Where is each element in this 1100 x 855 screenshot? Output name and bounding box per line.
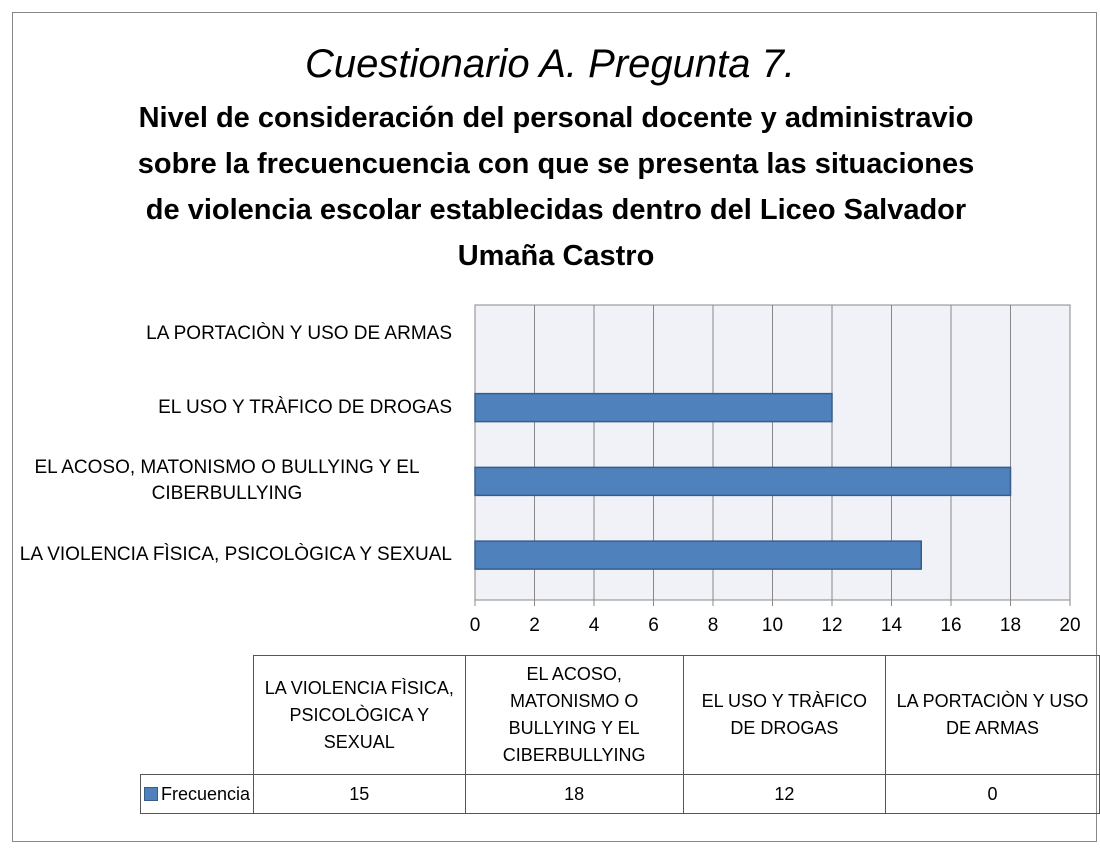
table-value-row: Frecuencia 15 18 12 0 [139, 774, 1100, 814]
x-tick-label: 16 [940, 615, 961, 636]
x-tick-label: 0 [470, 615, 481, 636]
table-header-cell: LA VIOLENCIA FÌSICA, PSICOLÒGICA Y SEXUA… [253, 655, 466, 775]
bar [474, 392, 833, 423]
x-tick-label: 20 [1059, 615, 1080, 636]
table-header-cell: EL ACOSO, MATONISMO O BULLYING Y EL CIBE… [464, 655, 684, 775]
x-tick-label: 18 [1000, 615, 1021, 636]
x-tick-label: 2 [529, 615, 540, 636]
x-tick-label: 12 [821, 615, 842, 636]
table-corner [140, 655, 255, 775]
legend-cell: Frecuencia [139, 774, 255, 814]
chart-frame [12, 12, 1097, 842]
x-tick-label: 4 [589, 615, 600, 636]
x-tick-label: 6 [648, 615, 659, 636]
table-header-cell: LA PORTACIÒN Y USO DE ARMAS [884, 655, 1100, 775]
x-tick-label: 14 [881, 615, 903, 636]
y-tick-label: EL USO Y TRÀFICO DE DROGAS [158, 396, 452, 418]
chart-title: Cuestionario A. Pregunta 7. [305, 42, 795, 86]
chart-subtitle: Nivel de consideración del personal doce… [137, 102, 975, 272]
table-header-cell: EL USO Y TRÀFICO DE DROGAS [682, 655, 886, 775]
y-tick-label: EL ACOSO, MATONISMO O BULLYING Y EL CIBE… [34, 457, 420, 505]
y-tick-label: LA PORTACIÒN Y USO DE ARMAS [146, 322, 452, 344]
legend-key [144, 786, 158, 801]
table-value-cell: 0 [884, 774, 1100, 814]
table-value-cell: 12 [682, 774, 886, 814]
x-tick-label: 10 [762, 615, 783, 636]
y-tick-label: LA VIOLENCIA FÌSICA, PSICOLÒGICA Y SEXUA… [19, 544, 452, 566]
legend-label: Frecuencia [161, 783, 251, 804]
x-tick-label: 8 [708, 615, 719, 636]
data-table: LA VIOLENCIA FÌSICA, PSICOLÒGICA Y SEXUA… [139, 655, 1100, 814]
table-header-row: LA VIOLENCIA FÌSICA, PSICOLÒGICA Y SEXUA… [140, 655, 1100, 775]
table-value-cell: 18 [464, 774, 684, 814]
bar [474, 540, 922, 570]
table-value-cell: 15 [253, 774, 466, 814]
bar [474, 466, 1012, 497]
